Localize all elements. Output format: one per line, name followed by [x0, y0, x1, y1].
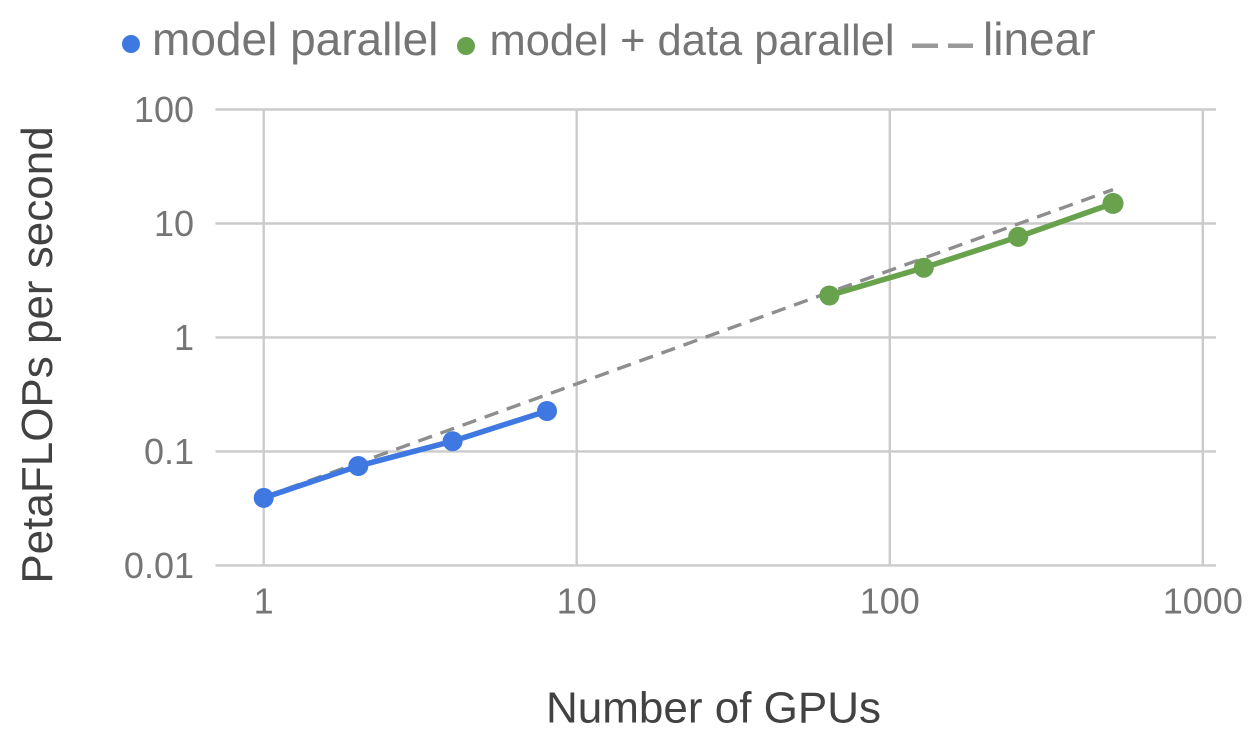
svg-text:Number of GPUs: Number of GPUs	[546, 684, 881, 733]
svg-text:10: 10	[154, 203, 194, 244]
svg-text:model parallel: model parallel	[152, 13, 438, 65]
svg-text:100: 100	[860, 581, 920, 622]
svg-text:1000: 1000	[1163, 581, 1243, 622]
svg-text:0.01: 0.01	[124, 545, 194, 586]
svg-text:100: 100	[134, 89, 194, 130]
svg-text:linear: linear	[983, 13, 1096, 65]
svg-text:10: 10	[557, 581, 597, 622]
svg-text:0.1: 0.1	[144, 431, 194, 472]
svg-text:1: 1	[254, 581, 274, 622]
svg-text:1: 1	[174, 317, 194, 358]
svg-text:PetaFLOPs per second: PetaFLOPs per second	[13, 126, 62, 583]
svg-text:model + data parallel: model + data parallel	[490, 17, 895, 65]
